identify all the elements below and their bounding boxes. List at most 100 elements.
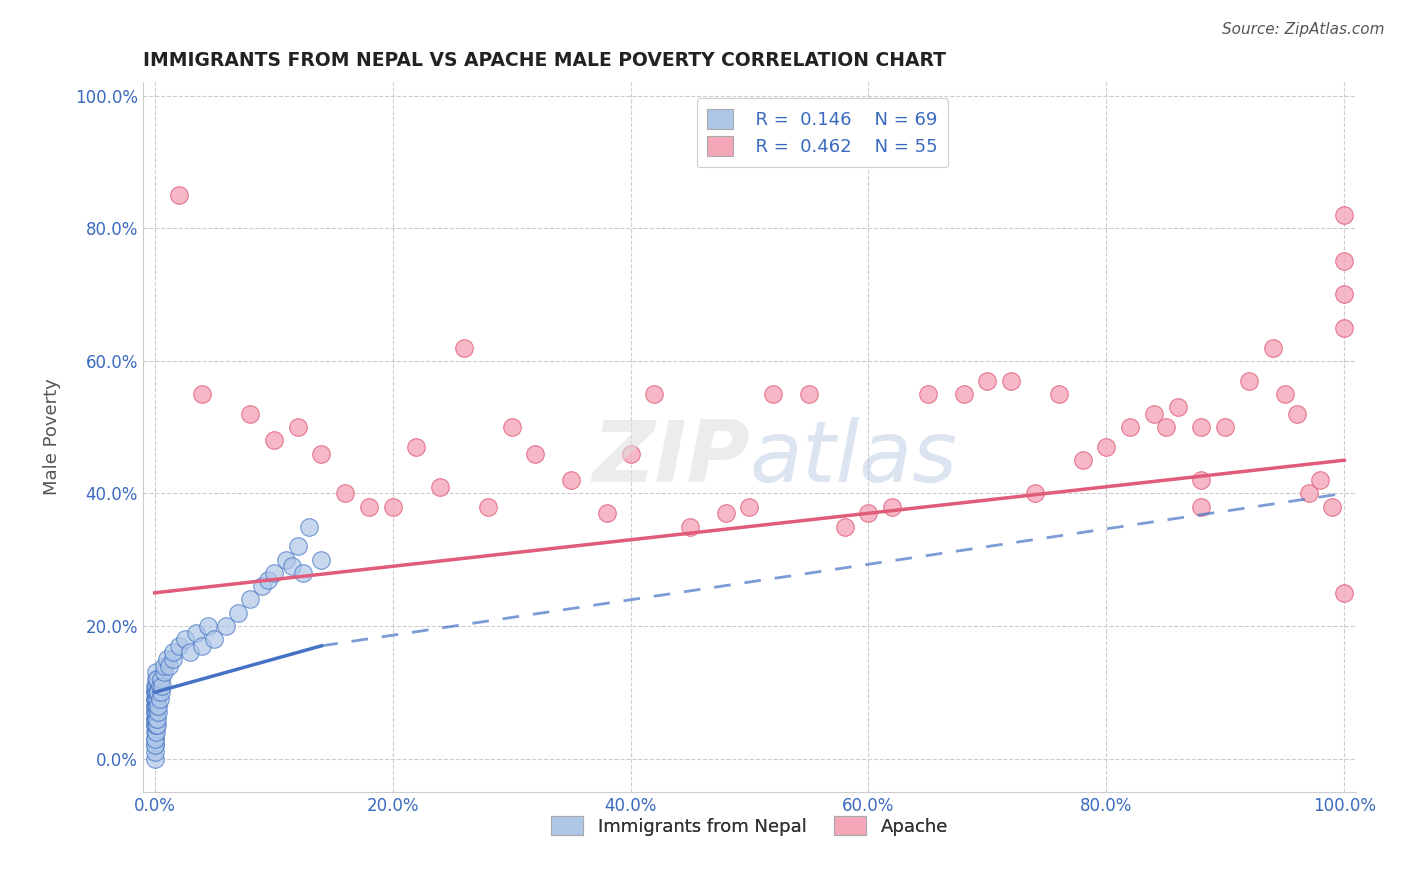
Point (179, 645, 201, 659)
Point (143, 718, 166, 732)
Point (145, 705, 167, 719)
Point (1333, 287, 1355, 301)
Point (162, 645, 184, 659)
Point (146, 672, 169, 686)
Point (157, 658, 180, 673)
Y-axis label: Male Poverty: Male Poverty (44, 378, 60, 495)
Point (143, 692, 166, 706)
Point (143, 712, 166, 726)
Point (239, 592, 262, 607)
Point (143, 739, 166, 753)
Point (256, 573, 278, 587)
Point (149, 685, 172, 699)
Point (145, 712, 167, 726)
Point (145, 698, 167, 713)
Point (145, 725, 167, 739)
Point (311, 552, 333, 566)
Point (1167, 400, 1189, 414)
Point (146, 718, 169, 732)
Point (1191, 420, 1213, 434)
Point (146, 698, 169, 713)
Point (501, 420, 523, 434)
Point (197, 619, 219, 633)
Point (429, 480, 451, 494)
Point (1333, 320, 1355, 334)
Point (143, 718, 166, 732)
Point (311, 447, 333, 461)
Point (150, 679, 173, 693)
Point (1095, 440, 1118, 454)
Point (143, 725, 166, 739)
Point (287, 540, 309, 554)
Point (167, 188, 190, 202)
Point (215, 619, 238, 633)
Point (1191, 473, 1213, 487)
Point (148, 705, 170, 719)
Point (714, 506, 737, 520)
Point (596, 506, 619, 520)
Point (524, 447, 547, 461)
Point (1143, 407, 1166, 421)
Point (477, 500, 499, 514)
Point (858, 506, 880, 520)
Point (560, 473, 582, 487)
Point (149, 672, 172, 686)
Point (143, 698, 166, 713)
Point (250, 579, 273, 593)
Point (1309, 473, 1331, 487)
Point (148, 679, 170, 693)
Point (239, 407, 262, 421)
Point (145, 672, 167, 686)
Point (145, 679, 167, 693)
Point (191, 639, 214, 653)
Point (797, 387, 820, 401)
Point (882, 500, 904, 514)
Text: ZIP: ZIP (592, 417, 749, 500)
Point (162, 652, 184, 666)
Point (1261, 341, 1284, 355)
Point (143, 745, 166, 759)
Point (333, 486, 356, 500)
Point (143, 751, 166, 765)
Point (143, 731, 166, 746)
Point (952, 387, 974, 401)
Point (1285, 407, 1308, 421)
Point (287, 420, 309, 434)
Point (1154, 420, 1177, 434)
Point (145, 718, 167, 732)
Point (148, 685, 170, 699)
Point (191, 387, 214, 401)
Point (167, 639, 190, 653)
Point (145, 692, 167, 706)
Point (738, 500, 761, 514)
Point (619, 447, 641, 461)
Point (762, 387, 785, 401)
Point (148, 698, 170, 713)
Point (643, 387, 665, 401)
Point (1237, 374, 1260, 388)
Point (202, 632, 225, 647)
Text: Source: ZipAtlas.com: Source: ZipAtlas.com (1222, 22, 1385, 37)
Point (143, 698, 166, 713)
Point (1024, 486, 1046, 500)
Point (1213, 420, 1236, 434)
Point (143, 692, 166, 706)
Point (153, 665, 176, 680)
Point (1298, 486, 1320, 500)
Point (381, 500, 404, 514)
Point (143, 705, 166, 719)
Point (153, 658, 176, 673)
Point (146, 712, 169, 726)
Point (679, 519, 702, 533)
Point (1000, 374, 1022, 388)
Point (143, 712, 166, 726)
Point (453, 341, 475, 355)
Point (146, 692, 169, 706)
Text: IMMIGRANTS FROM NEPAL VS APACHE MALE POVERTY CORRELATION CHART: IMMIGRANTS FROM NEPAL VS APACHE MALE POV… (143, 51, 946, 70)
Point (143, 731, 166, 746)
Point (156, 652, 179, 666)
Point (280, 559, 302, 574)
Point (263, 434, 285, 448)
Point (976, 374, 998, 388)
Point (226, 606, 249, 620)
